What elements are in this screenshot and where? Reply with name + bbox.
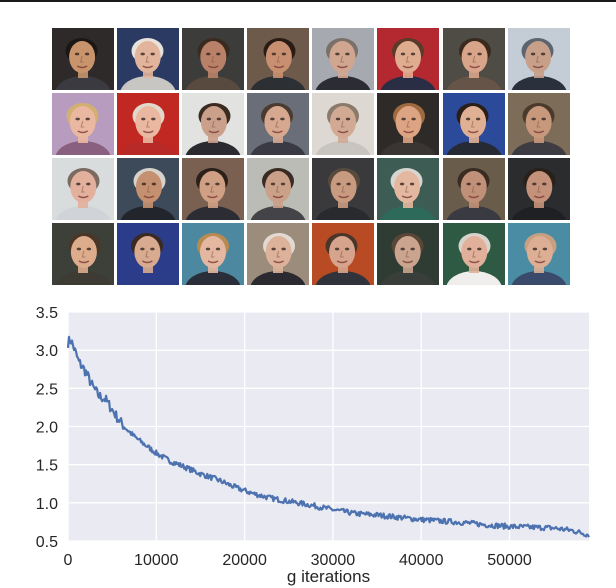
y-tick-label: 1.5	[36, 458, 58, 475]
face-image	[182, 93, 245, 155]
face-thumbnail	[182, 158, 245, 220]
face-image	[312, 158, 375, 220]
face-image	[442, 158, 505, 220]
face-thumbnail	[52, 223, 114, 285]
loss-chart: 0.5 1.0 1.5 2.0 2.5 3.0 3.5 0 10000 20000 30000 40…	[0, 296, 616, 588]
face-image	[52, 28, 114, 90]
face-thumbnail	[312, 93, 375, 155]
face-image	[507, 93, 570, 155]
face-image	[117, 223, 180, 285]
face-thumbnail	[312, 223, 375, 285]
face-image	[247, 158, 310, 220]
x-tick-label: 10000	[134, 552, 179, 569]
face-image	[377, 158, 440, 220]
y-tick-label: 1.0	[36, 496, 58, 513]
face-thumbnail	[117, 93, 180, 155]
face-image	[312, 28, 375, 90]
face-thumbnail	[247, 28, 310, 90]
face-thumbnail	[442, 93, 505, 155]
y-tick-label: 0.5	[36, 534, 58, 551]
face-image	[52, 223, 114, 285]
x-tick-label: 20000	[222, 552, 267, 569]
face-image	[507, 28, 570, 90]
x-tick-label: 50000	[487, 552, 532, 569]
face-thumbnail	[442, 28, 505, 90]
face-thumbnail	[507, 28, 570, 90]
face-image	[312, 93, 375, 155]
face-image	[377, 28, 440, 90]
face-thumbnail	[312, 28, 375, 90]
y-tick-label: 2.5	[36, 381, 58, 398]
face-thumbnail	[117, 158, 180, 220]
face-thumbnail	[117, 223, 180, 285]
face-thumbnail	[507, 223, 570, 285]
face-thumbnail	[377, 28, 440, 90]
face-thumbnail	[247, 158, 310, 220]
face-image	[247, 28, 310, 90]
face-image	[52, 158, 114, 220]
face-image	[117, 93, 180, 155]
x-tick-labels: 0 10000 20000 30000 40000 50000	[64, 552, 532, 569]
loss-series-line	[66, 335, 590, 538]
face-image	[52, 93, 114, 155]
face-image	[377, 223, 440, 285]
face-image	[507, 223, 570, 285]
face-thumbnail	[377, 93, 440, 155]
y-tick-label: 2.0	[36, 420, 58, 437]
y-tick-label: 3.5	[36, 305, 58, 322]
face-thumbnail	[247, 223, 310, 285]
series-layer	[66, 335, 590, 538]
y-tick-labels: 0.5 1.0 1.5 2.0 2.5 3.0 3.5	[36, 305, 58, 551]
x-tick-label: 30000	[311, 552, 356, 569]
face-image	[442, 28, 505, 90]
face-image	[377, 93, 440, 155]
face-thumbnail	[182, 28, 245, 90]
y-tick-label: 3.0	[36, 343, 58, 360]
face-image	[182, 28, 245, 90]
face-image	[247, 223, 310, 285]
grid-lines	[67, 311, 589, 542]
face-thumbnail	[247, 93, 310, 155]
face-image	[312, 223, 375, 285]
face-thumbnail	[182, 93, 245, 155]
face-thumbnail	[52, 28, 114, 90]
face-thumbnail	[182, 223, 245, 285]
face-image	[182, 158, 245, 220]
face-image	[117, 28, 180, 90]
face-thumbnail	[52, 93, 114, 155]
face-thumbnail	[52, 158, 114, 220]
face-image	[247, 93, 310, 155]
x-tick-label: 0	[64, 552, 73, 569]
face-thumbnail	[312, 158, 375, 220]
loss-chart-svg: 0.5 1.0 1.5 2.0 2.5 3.0 3.5 0 10000 20000 30000 40…	[36, 305, 590, 586]
face-image	[442, 93, 505, 155]
face-image	[182, 223, 245, 285]
x-axis-label: g iterations	[287, 567, 370, 586]
face-image	[442, 223, 505, 285]
face-thumbnail	[117, 28, 180, 90]
generated-faces-grid	[52, 28, 570, 286]
face-thumbnail	[377, 223, 440, 285]
top-border-line	[0, 0, 616, 2]
face-thumbnail	[377, 158, 440, 220]
x-tick-label: 40000	[399, 552, 444, 569]
face-image	[507, 158, 570, 220]
face-thumbnail	[442, 223, 505, 285]
face-thumbnail	[442, 158, 505, 220]
face-thumbnail	[507, 93, 570, 155]
face-image	[117, 158, 180, 220]
face-thumbnail	[507, 158, 570, 220]
